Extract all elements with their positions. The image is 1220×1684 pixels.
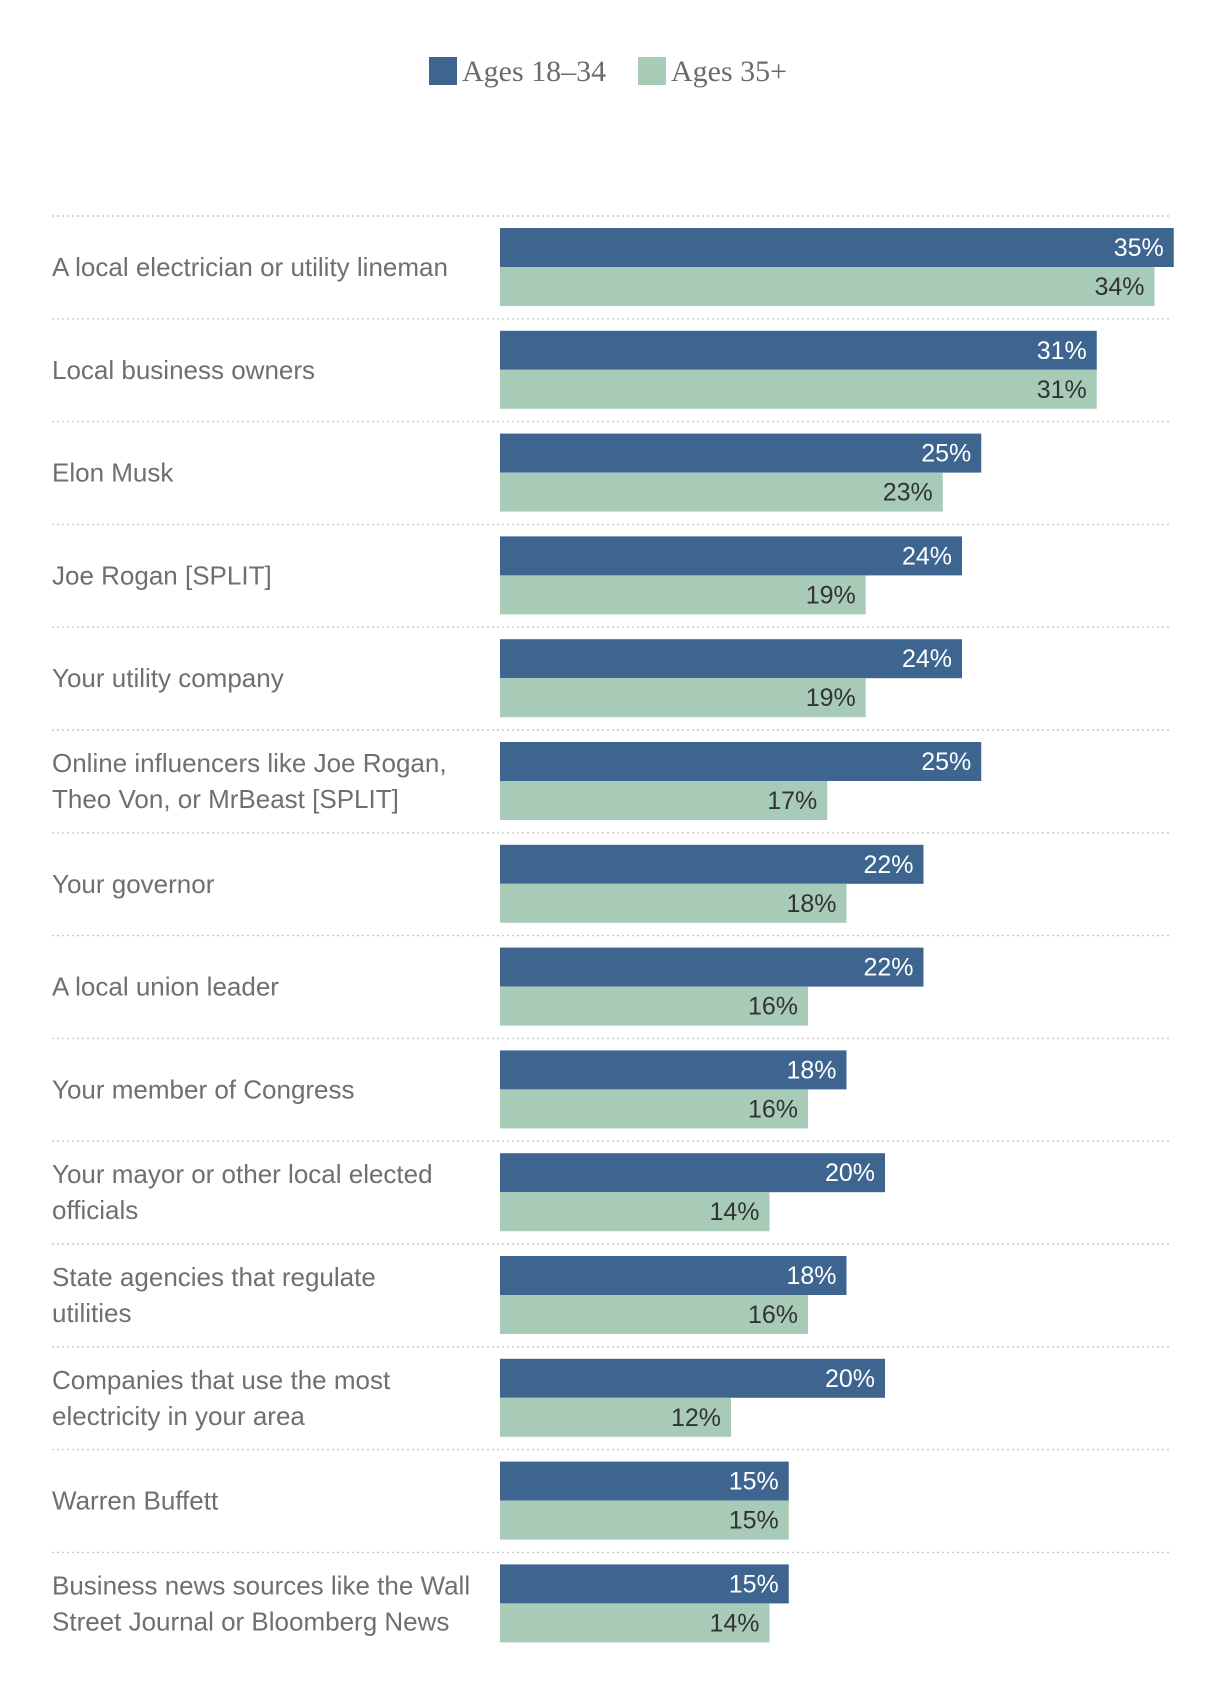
legend-swatch-old xyxy=(638,57,666,85)
category-label: A local electrician or utility lineman xyxy=(52,252,448,282)
category-label: Your mayor or other local elected officia… xyxy=(52,1159,433,1225)
bar-young xyxy=(500,1153,885,1193)
bar-young xyxy=(500,947,924,987)
data-label-old: 16% xyxy=(748,1095,798,1123)
data-label-old: 12% xyxy=(671,1404,721,1432)
bar-old xyxy=(500,781,828,820)
category-label: Your utility company xyxy=(52,663,284,693)
bar-old xyxy=(500,575,866,615)
data-label-young: 22% xyxy=(863,851,913,879)
data-label-old: 34% xyxy=(1094,273,1144,301)
bar-young xyxy=(500,330,1097,370)
bar-old xyxy=(500,1397,731,1437)
legend-label-young: Ages 18–34 xyxy=(462,55,606,88)
data-label-young: 35% xyxy=(1114,234,1164,262)
legend: Ages 18–34 Ages 35+ xyxy=(429,55,787,88)
data-label-old: 19% xyxy=(806,581,856,609)
category-label: Companies that use the most electricity i… xyxy=(52,1365,391,1431)
bar-young xyxy=(500,742,982,781)
bar-old xyxy=(500,369,1097,409)
data-label-old: 14% xyxy=(709,1609,759,1637)
data-label-old: 19% xyxy=(806,684,856,712)
bar-old xyxy=(500,678,866,718)
category-label: Warren Buffett xyxy=(52,1486,219,1516)
data-label-young: 15% xyxy=(729,1570,779,1598)
category-label: Your governor xyxy=(52,869,215,899)
category-label: Online influencers like Joe Rogan, Theo V… xyxy=(52,748,447,814)
bar-young xyxy=(500,1256,847,1295)
data-label-old: 16% xyxy=(748,1301,798,1329)
category-label: Local business owners xyxy=(52,355,315,385)
bar-old xyxy=(500,1295,808,1334)
data-label-young: 25% xyxy=(921,748,971,776)
data-label-young: 20% xyxy=(825,1159,875,1187)
data-label-old: 31% xyxy=(1037,376,1087,404)
bar-old xyxy=(500,1192,770,1232)
bar-old xyxy=(500,986,808,1026)
chart-rows: 35% 34% A local electrician or utility lin… xyxy=(52,215,1174,1643)
data-label-young: 31% xyxy=(1037,337,1087,365)
data-label-old: 23% xyxy=(883,479,933,507)
data-label-young: 15% xyxy=(729,1468,779,1496)
data-label-young: 20% xyxy=(825,1365,875,1393)
data-label-old: 17% xyxy=(767,787,817,815)
legend-label-old: Ages 35+ xyxy=(671,55,787,88)
bar-young xyxy=(500,1050,847,1090)
category-label: Business news sources like the Wall Stree… xyxy=(52,1570,470,1636)
category-label: Elon Musk xyxy=(52,458,174,488)
bar-young xyxy=(500,1564,789,1604)
category-label: Joe Rogan [SPLIT] xyxy=(52,560,272,590)
bar-young xyxy=(500,639,962,679)
data-label-young: 18% xyxy=(786,1262,836,1290)
data-label-young: 24% xyxy=(902,645,952,673)
data-label-young: 22% xyxy=(863,954,913,982)
data-label-old: 15% xyxy=(729,1507,779,1535)
bar-old xyxy=(500,1089,808,1129)
bar-young xyxy=(500,1461,789,1501)
bar-old xyxy=(500,472,943,512)
bar-old xyxy=(500,1603,770,1643)
legend-swatch-young xyxy=(429,57,457,85)
bar-old xyxy=(500,267,1155,306)
category-label: A local union leader xyxy=(52,972,279,1002)
bar-young xyxy=(500,433,982,473)
bar-young xyxy=(500,1358,885,1398)
data-label-old: 14% xyxy=(709,1198,759,1226)
data-label-old: 18% xyxy=(786,890,836,918)
bar-young xyxy=(500,228,1174,267)
bar-young xyxy=(500,536,962,576)
data-label-old: 16% xyxy=(748,993,798,1021)
data-label-young: 18% xyxy=(786,1056,836,1084)
bar-old xyxy=(500,883,847,923)
category-label: Your member of Congress xyxy=(52,1074,355,1104)
data-label-young: 25% xyxy=(921,440,971,468)
data-label-young: 24% xyxy=(902,542,952,570)
category-label: State agencies that regulate utilities xyxy=(52,1262,376,1328)
bar-young xyxy=(500,844,924,884)
bar-old xyxy=(500,1500,789,1540)
